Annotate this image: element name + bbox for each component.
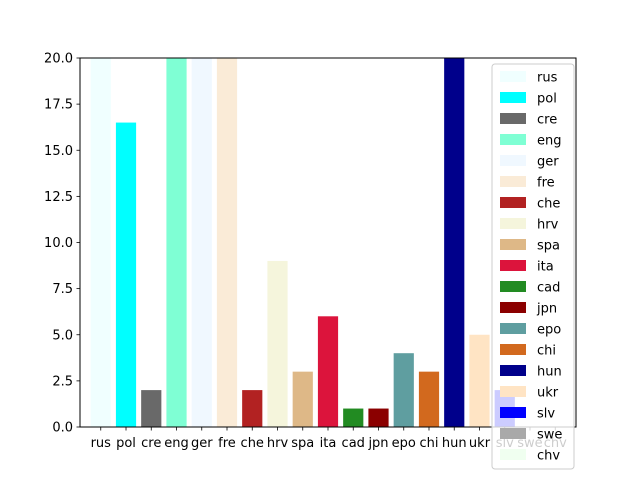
x-tick-label-cre: cre bbox=[141, 436, 161, 451]
legend-swatch-swe bbox=[500, 428, 526, 439]
legend-swatch-cad bbox=[500, 281, 526, 292]
bar-fre bbox=[216, 58, 238, 427]
bar-epo bbox=[393, 353, 414, 427]
legend-label-jpn: jpn bbox=[536, 302, 557, 317]
bar-che bbox=[242, 390, 263, 427]
legend-label-cad: cad bbox=[537, 281, 560, 296]
y-tick-label: 7.5 bbox=[52, 282, 73, 297]
legend-swatch-ger bbox=[500, 155, 526, 166]
bar-hrv bbox=[267, 260, 288, 427]
legend-label-che: che bbox=[537, 197, 560, 212]
bars-layer bbox=[90, 58, 515, 427]
legend-label-chi: chi bbox=[537, 344, 556, 359]
bar-jpn bbox=[368, 408, 389, 427]
legend-swatch-che bbox=[500, 197, 526, 208]
x-tick-label-eng: eng bbox=[164, 436, 189, 451]
legend-swatch-eng bbox=[500, 134, 526, 145]
x-tick-label-rus: rus bbox=[91, 436, 112, 451]
legend-label-swe: swe bbox=[537, 428, 562, 443]
legend-label-spa: spa bbox=[537, 239, 560, 254]
legend: rus pol cre eng ger fre che hrv spa ita cad jpn epo c… bbox=[491, 63, 575, 470]
bar-cad bbox=[343, 408, 364, 427]
legend-label-cre: cre bbox=[537, 113, 557, 128]
legend-label-chv: chv bbox=[537, 449, 560, 464]
y-tick-label: 17.5 bbox=[44, 98, 73, 113]
x-tick-label-hrv: hrv bbox=[267, 436, 289, 451]
y-axis: 0.0 2.5 5.0 7.5 10.0 12.5 15.0 17.5 20.0 bbox=[44, 52, 80, 436]
x-tick-label-chi: chi bbox=[419, 436, 438, 451]
legend-swatch-epo bbox=[500, 323, 526, 334]
y-tick-label: 12.5 bbox=[44, 190, 73, 205]
legend-label-fre: fre bbox=[537, 176, 555, 191]
legend-label-hun: hun bbox=[537, 365, 562, 380]
x-tick-label-che: che bbox=[241, 436, 264, 451]
bar-eng bbox=[166, 58, 187, 427]
legend-swatch-slv bbox=[500, 407, 526, 418]
bar-chi bbox=[418, 371, 440, 427]
legend-label-ita: ita bbox=[537, 260, 554, 275]
bar-ger bbox=[191, 58, 212, 427]
x-tick-label-jpn: jpn bbox=[367, 436, 388, 451]
x-tick-label-pol: pol bbox=[116, 436, 136, 451]
legend-swatch-hrv bbox=[500, 218, 526, 229]
legend-swatch-chv bbox=[500, 449, 526, 460]
y-tick-label: 2.5 bbox=[52, 374, 73, 389]
legend-swatch-ukr bbox=[500, 386, 526, 397]
legend-swatch-pol bbox=[500, 92, 526, 103]
legend-label-epo: epo bbox=[537, 323, 561, 338]
legend-swatch-spa bbox=[500, 239, 526, 250]
legend-swatch-rus bbox=[500, 71, 526, 82]
y-tick-label: 10.0 bbox=[44, 236, 73, 251]
legend-swatch-jpn bbox=[500, 302, 526, 313]
legend-label-slv: slv bbox=[537, 407, 555, 422]
legend-swatch-chi bbox=[500, 344, 526, 355]
legend-swatch-cre bbox=[500, 113, 526, 124]
x-tick-label-ita: ita bbox=[320, 436, 337, 451]
bar-spa bbox=[292, 371, 313, 427]
legend-label-rus: rus bbox=[537, 71, 558, 86]
x-tick-label-cad: cad bbox=[342, 436, 365, 451]
x-axis: rus pol cre eng ger fre che hrv spa ita cad jpn epo c… bbox=[91, 427, 567, 451]
x-tick-label-spa: spa bbox=[291, 436, 314, 451]
x-tick-label-hun: hun bbox=[442, 436, 467, 451]
bar-ita bbox=[317, 316, 339, 427]
x-tick-label-ukr: ukr bbox=[469, 436, 491, 451]
y-tick-label: 5.0 bbox=[52, 328, 73, 343]
y-tick-label: 20.0 bbox=[44, 52, 73, 67]
legend-label-pol: pol bbox=[537, 92, 557, 107]
legend-label-ger: ger bbox=[537, 155, 559, 170]
legend-swatch-ita bbox=[500, 260, 526, 271]
y-tick-label: 0.0 bbox=[52, 421, 73, 436]
legend-swatch-fre bbox=[500, 176, 526, 187]
y-tick-label: 15.0 bbox=[44, 144, 73, 159]
bar-pol bbox=[115, 122, 137, 427]
legend-swatch-hun bbox=[500, 365, 526, 376]
x-tick-label-fre: fre bbox=[218, 436, 236, 451]
bar-hun bbox=[444, 58, 465, 427]
x-tick-label-ger: ger bbox=[191, 436, 213, 451]
legend-label-eng: eng bbox=[537, 134, 562, 149]
legend-label-ukr: ukr bbox=[537, 386, 559, 401]
x-tick-label-epo: epo bbox=[392, 436, 416, 451]
bar-cre bbox=[141, 390, 162, 427]
bar-ukr bbox=[469, 334, 490, 427]
bar-rus bbox=[90, 58, 111, 427]
legend-label-hrv: hrv bbox=[537, 218, 559, 233]
